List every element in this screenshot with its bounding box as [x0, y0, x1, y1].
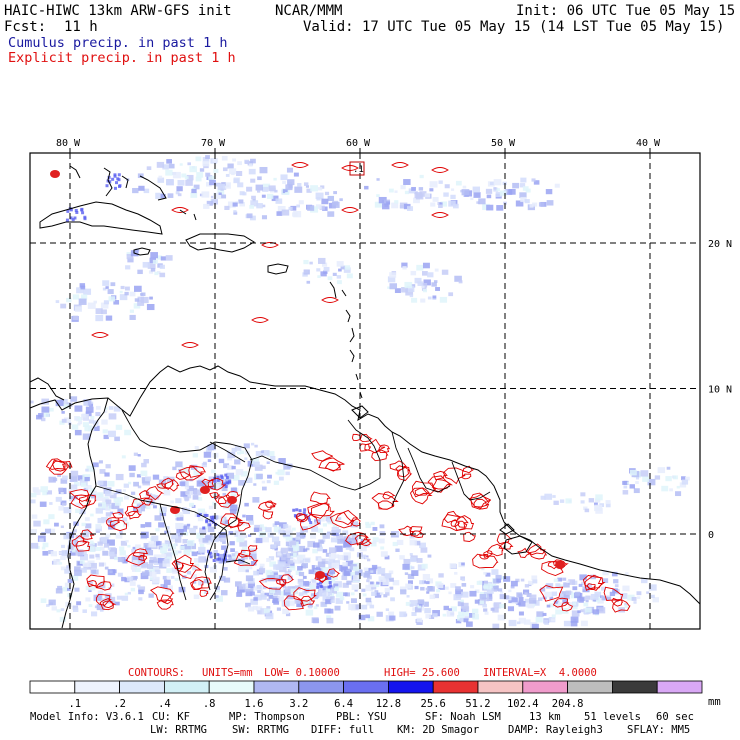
model-info-item: DIFF: full: [311, 724, 375, 736]
colorbar-swatch: [298, 680, 344, 694]
colorbar-swatch: [432, 680, 479, 694]
coastline-cuba: [39, 201, 163, 235]
colorbar-swatch: [29, 680, 76, 694]
model-info-item: Model Info: V3.6.1: [30, 711, 144, 723]
colorbar-tick-label: 12.8: [376, 698, 401, 710]
colorbar-tick-label: .2: [113, 698, 126, 710]
cumulus-legend: Cumulus precip. in past 1 h: [8, 35, 228, 51]
colorbar-swatch: [612, 680, 658, 694]
max-label-box: [349, 161, 365, 176]
colorbar-swatch: [208, 680, 255, 694]
colorbar-swatch: [387, 680, 434, 694]
colorbar-tick-label: 204.8: [552, 698, 584, 710]
colorbar-tick-label: 25.6: [421, 698, 446, 710]
coastline-south-america: [29, 365, 701, 605]
lat-lon-grid: [30, 153, 700, 629]
map-frame: [29, 152, 701, 630]
colorbar-swatch: [656, 680, 703, 694]
colorbar-tick-label: 51.2: [465, 698, 490, 710]
init-time: Init: 06 UTC Tue 05 May 15: [516, 3, 736, 19]
max-label: .1: [353, 165, 364, 175]
longitude-label: 80 W: [56, 138, 81, 149]
latitude-label: 20 N: [708, 239, 732, 250]
colorbar-swatch: [253, 680, 300, 694]
colorbar-unit: mm: [708, 696, 721, 708]
colorbar-tick-label: 6.4: [334, 698, 353, 710]
longitude-label: 70 W: [201, 138, 226, 149]
country-borders: [95, 409, 491, 601]
colorbar-tick-label: .8: [203, 698, 216, 710]
explicit-legend: Explicit precip. in past 1 h: [8, 50, 236, 66]
coastline-puerto-rico: [267, 263, 289, 275]
longitude-labels: 80 W 70 W 60 W 50 W 40 W: [56, 138, 661, 153]
explicit-precip-contours: [45, 162, 631, 613]
colorbar-swatch: [522, 680, 568, 694]
colorbar-tick-label: 102.4: [507, 698, 539, 710]
longitude-label: 60 W: [346, 138, 371, 149]
model-info-item: DAMP: Rayleigh3: [508, 724, 603, 736]
colorbar-tick-label: .4: [158, 698, 171, 710]
latitude-label: 10 N: [708, 385, 732, 396]
model-info-item: SFLAY: MM5: [627, 724, 691, 736]
colorbar: .1 .2 .4 .8 1.6 3.2 6.4 12.8 25.6 51.2 102.4 204.8: [29, 680, 703, 710]
valid-time: Valid: 17 UTC Tue 05 May 15 (14 LST Tue …: [303, 19, 725, 35]
contours-high: HIGH= 25.600: [384, 667, 460, 679]
latitude-labels: 20 N 10 N 0: [708, 239, 732, 541]
longitude-label: 50 W: [491, 138, 516, 149]
cumulus-precip-shading: [30, 155, 690, 630]
model-info-item: SW: RRTMG: [232, 724, 289, 736]
model-info-item: KM: 2D Smagor: [397, 724, 480, 736]
colorbar-swatch: [119, 680, 165, 694]
coastline-jamaica: [133, 247, 151, 256]
coastline-pacific: [61, 397, 109, 629]
fcst-label: Fcst:: [4, 19, 47, 35]
model-info-item: 60 sec: [656, 711, 694, 723]
colorbar-swatch: [74, 680, 121, 694]
contours-label: CONTOURS:: [128, 667, 185, 679]
colorbar-swatch: [477, 680, 524, 694]
model-info-item: CU: KF: [152, 711, 190, 723]
colorbar-tick-label: .1: [68, 698, 81, 710]
model-info-item: LW: RRTMG: [150, 724, 207, 736]
coastline-trinidad: [351, 405, 369, 419]
model-info-item: MP: Thompson: [229, 711, 305, 723]
model-info-item: 51 levels: [584, 711, 641, 723]
fcst-value: 11 h: [64, 19, 98, 35]
model-info-item: 13 km: [529, 711, 561, 723]
model-info-item: SF: Noah LSM: [425, 711, 501, 723]
colorbar-swatch: [343, 680, 389, 694]
contours-interval: INTERVAL=X 4.0000: [483, 667, 597, 679]
longitude-label: 40 W: [636, 138, 661, 149]
latitude-label: 0: [708, 530, 714, 541]
colorbar-tick-label: 1.6: [245, 698, 264, 710]
contours-low: LOW= 0.10000: [264, 667, 340, 679]
coastline-lesser-antilles: [329, 281, 363, 399]
coastline-hispaniola: [185, 233, 255, 253]
contours-units: UNITS=mm: [202, 667, 253, 679]
colorbar-tick-label: 3.2: [289, 698, 308, 710]
coastlines: [29, 165, 701, 629]
model-title: HAIC-HIWC 13km ARW-GFS init: [4, 3, 232, 19]
coastline-central-america: [29, 377, 65, 401]
colorbar-swatch: [567, 680, 613, 694]
model-info-item: PBL: YSU: [336, 711, 387, 723]
colorbar-swatch: [163, 680, 210, 694]
coastline-bahamas: [69, 165, 197, 221]
org-label: NCAR/MMM: [275, 3, 343, 19]
